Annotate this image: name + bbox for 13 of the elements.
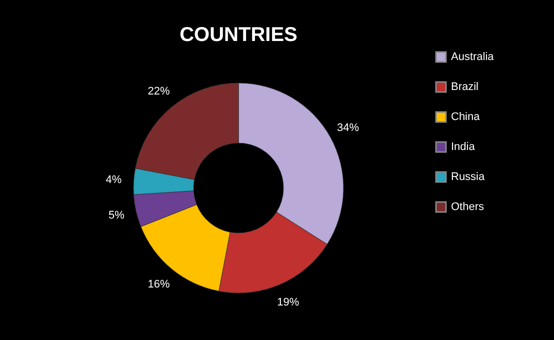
legend-label: Russia xyxy=(451,171,486,183)
legend-label: China xyxy=(451,111,481,123)
legend-label: Others xyxy=(451,201,485,213)
data-label: 16% xyxy=(148,278,170,290)
legend-label: Brazil xyxy=(451,81,479,93)
data-label: 34% xyxy=(337,122,360,134)
legend-label: Australia xyxy=(451,51,495,63)
data-label: 19% xyxy=(277,296,300,309)
chart-title: COUNTRIES xyxy=(180,24,298,46)
data-label: 5% xyxy=(108,209,125,222)
data-label: 22% xyxy=(148,86,170,98)
legend-label: India xyxy=(451,141,476,153)
data-label: 4% xyxy=(106,174,122,186)
